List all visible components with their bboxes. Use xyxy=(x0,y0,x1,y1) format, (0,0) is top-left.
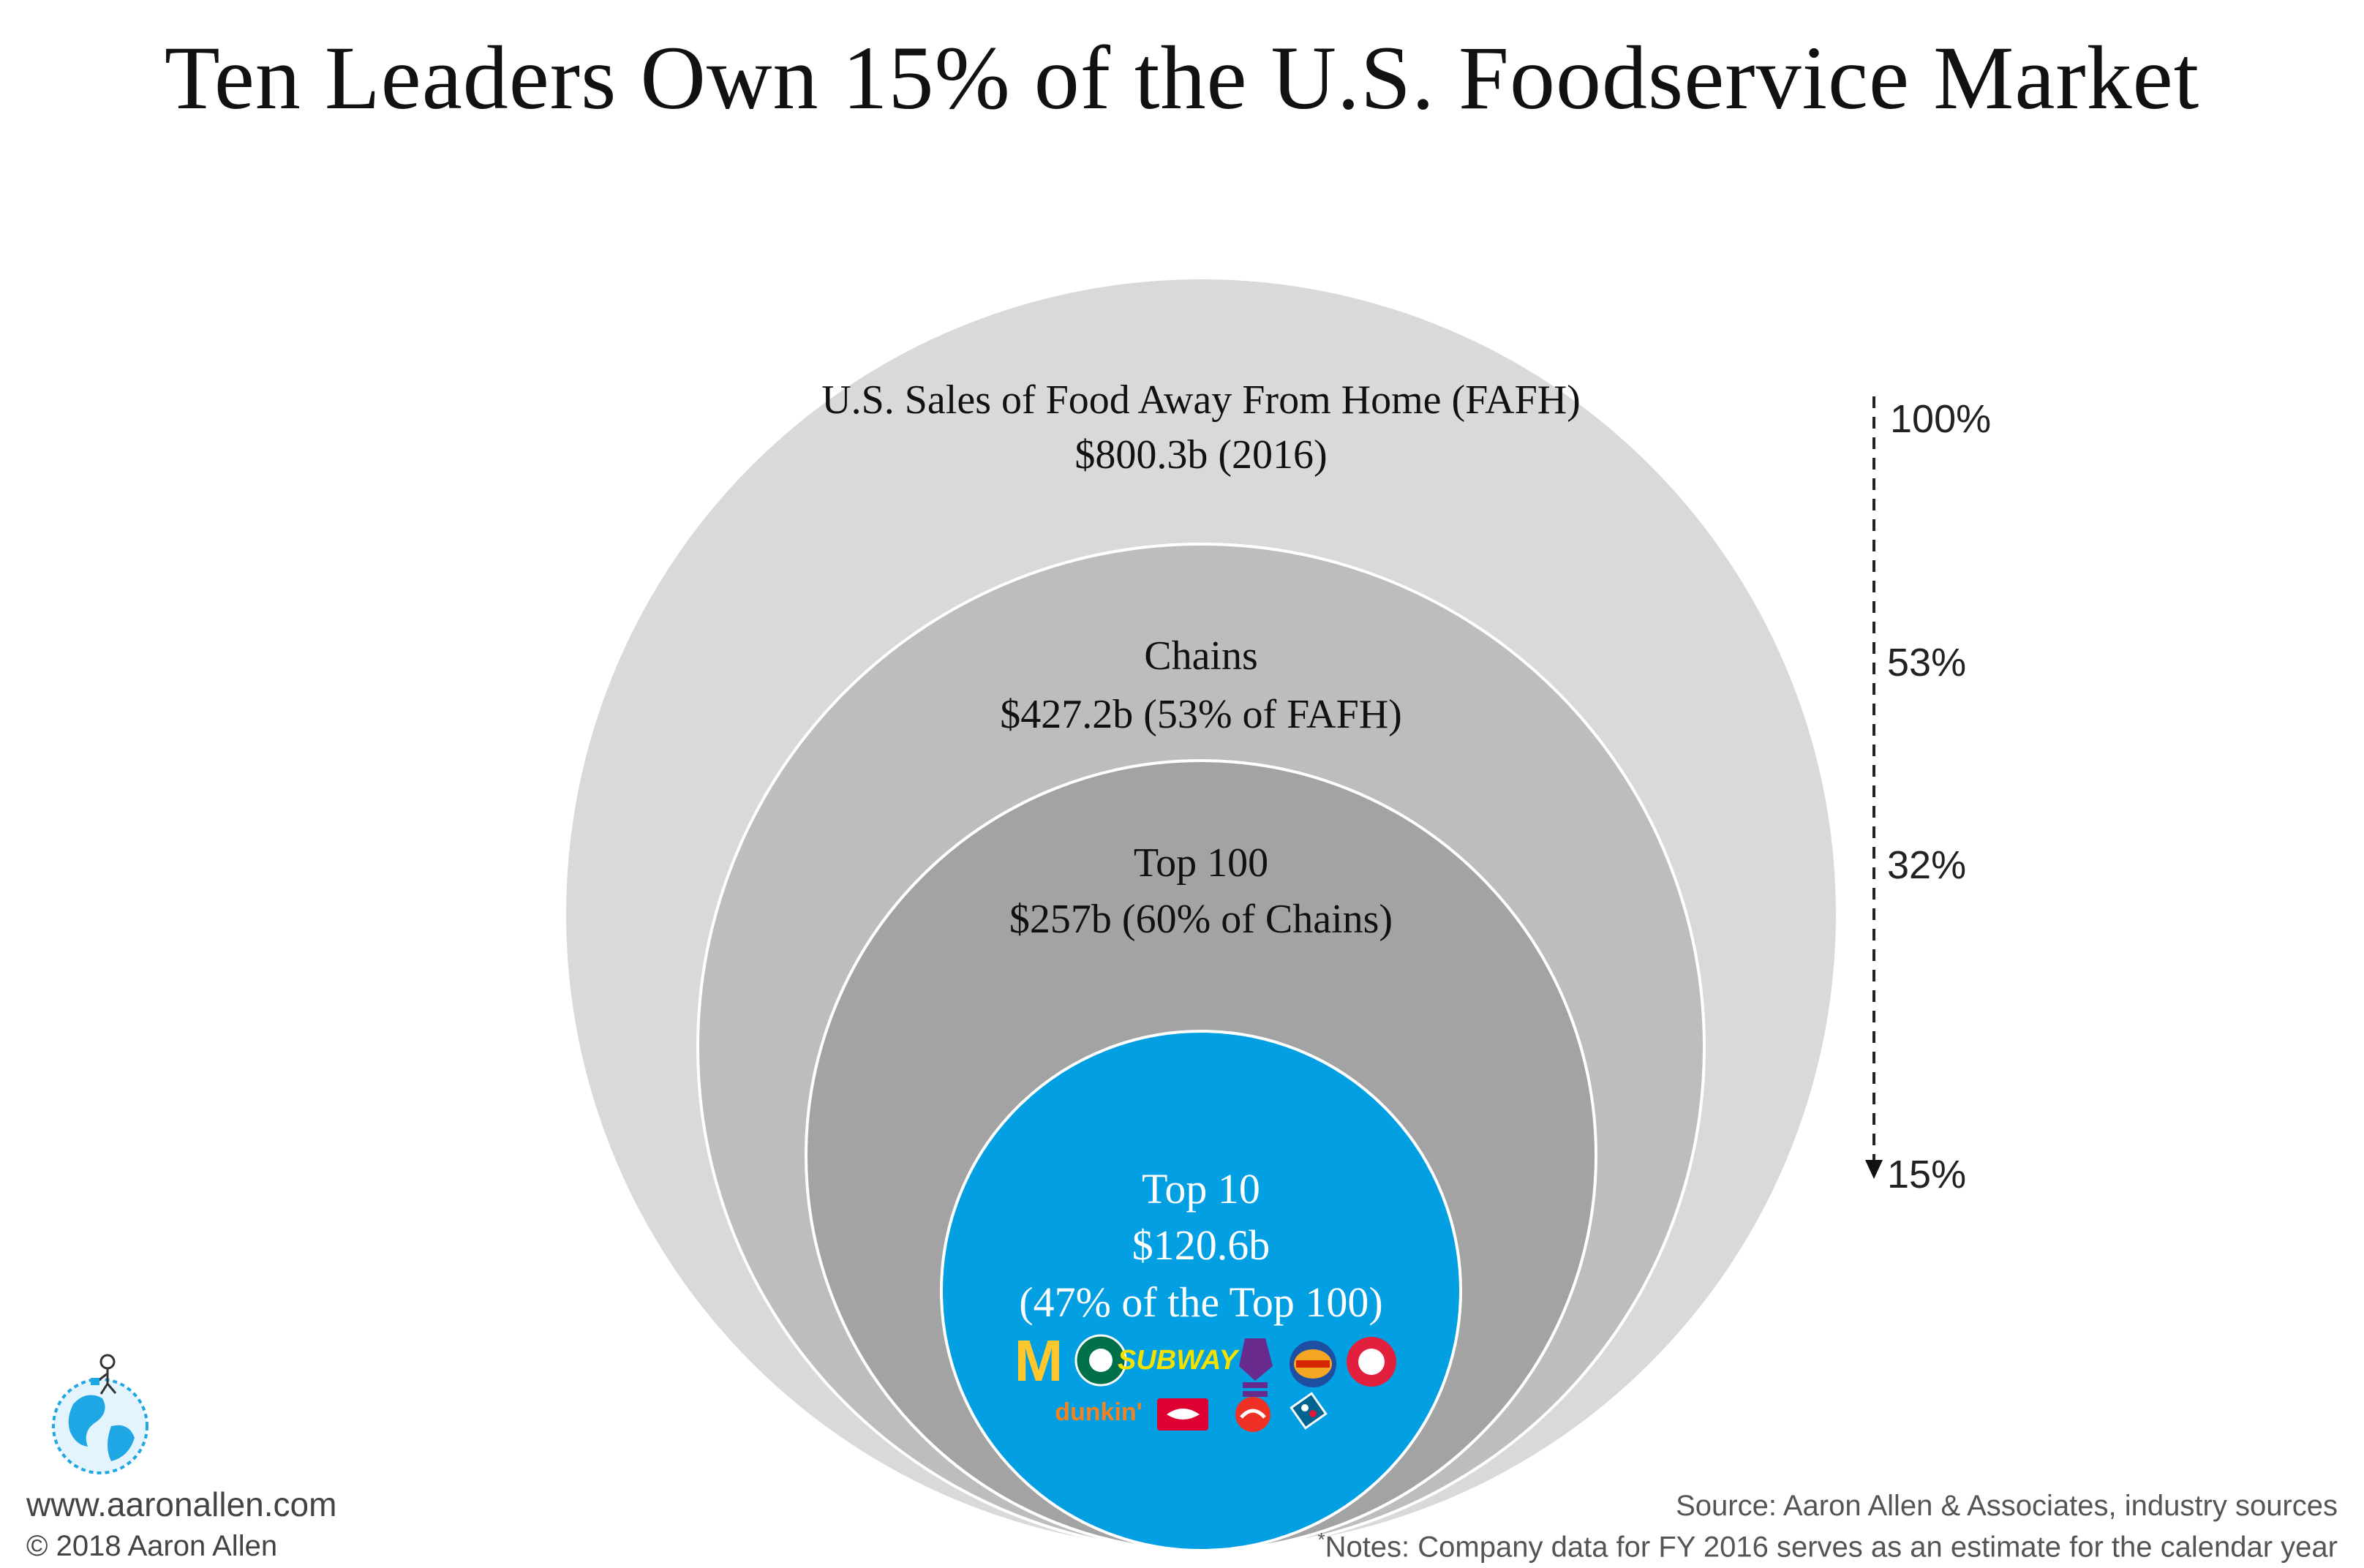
chart-title: Ten Leaders Own 15% of the U.S. Foodserv… xyxy=(164,28,2200,128)
chains-value: $427.2b (53% of FAFH) xyxy=(1000,692,1402,737)
top100-label: Top 100 xyxy=(1134,840,1268,886)
fafh-label: U.S. Sales of Food Away From Home (FAFH) xyxy=(821,377,1581,423)
top10-label: Top 10 xyxy=(1142,1165,1260,1213)
top10-value: $120.6b xyxy=(1132,1221,1271,1269)
notes-asterisk: * xyxy=(1317,1529,1325,1550)
svg-text:M: M xyxy=(1015,1328,1064,1393)
dominos-logo xyxy=(1290,1392,1328,1430)
burger-king-logo xyxy=(1290,1341,1336,1387)
globe-logo xyxy=(52,1354,148,1474)
website-url[interactable]: www.aaronallen.com xyxy=(26,1485,337,1523)
top100-value: $257b (60% of Chains) xyxy=(1009,897,1393,942)
source-note: Source: Aaron Allen & Associates, indust… xyxy=(1676,1490,2338,1522)
scale-label-32: 32% xyxy=(1887,843,1967,887)
notes-text: Notes: Company data for FY 2016 serves a… xyxy=(1325,1531,2338,1564)
chains-label: Chains xyxy=(1144,633,1258,679)
taco-bell-logo xyxy=(1239,1338,1273,1397)
subway-logo: SUBWAY xyxy=(1118,1345,1241,1376)
notes: *Notes: Company data for FY 2016 serves … xyxy=(1317,1529,2338,1564)
scale-label-15: 15% xyxy=(1887,1153,1967,1196)
mcdonalds-logo: M xyxy=(1015,1328,1064,1393)
wendys-logo xyxy=(1347,1337,1396,1387)
starbucks-logo xyxy=(1074,1334,1127,1387)
copyright: © 2018 Aaron Allen xyxy=(26,1530,278,1562)
fafh-value: $800.3b (2016) xyxy=(1074,432,1327,478)
circle-top10 xyxy=(940,1030,1462,1552)
top10-share: (47% of the Top 100) xyxy=(1019,1278,1382,1326)
scale-label-100: 100% xyxy=(1890,397,1992,441)
chick-fil-a-logo xyxy=(1157,1398,1208,1431)
dunkin-logo: dunkin' xyxy=(1055,1398,1143,1426)
scale-arrow-head xyxy=(1865,1160,1883,1179)
dunkin-logo-text: dunkin' xyxy=(1055,1398,1143,1426)
pizza-hut-logo xyxy=(1235,1397,1271,1432)
scale-label-53: 53% xyxy=(1887,641,1967,685)
subway-logo-text: SUBWAY xyxy=(1118,1345,1241,1376)
